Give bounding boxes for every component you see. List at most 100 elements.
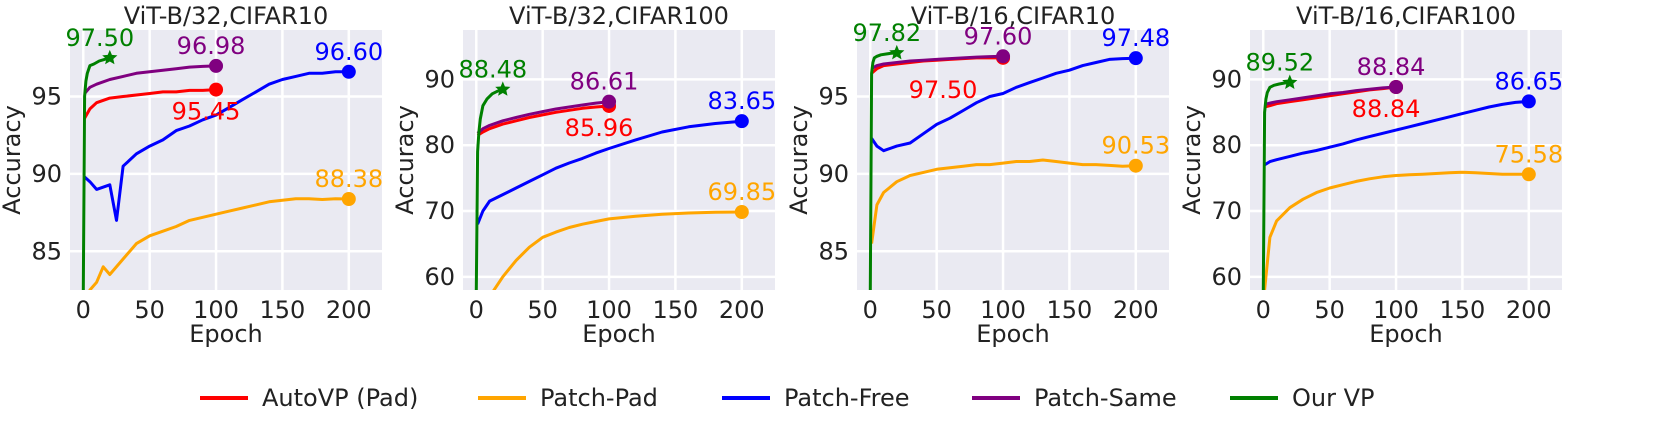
chart-4-y-tick-label: 90 <box>1211 65 1242 93</box>
chart-3-x-tick-label: 50 <box>921 296 952 324</box>
chart-2-y-tick-label: 90 <box>424 65 455 93</box>
chart-3-series-patch-free-line <box>870 56 1136 153</box>
chart-1-x-tick-label: 0 <box>76 296 91 324</box>
chart-4-series-patch-same-end-marker <box>1389 80 1404 95</box>
legend-label-autovp-pad: AutoVP (Pad) <box>262 384 418 412</box>
chart-4-series-our-vp-end-label: 89.52 <box>1245 49 1314 77</box>
legend-label-patch-same: Patch-Same <box>1034 384 1177 412</box>
chart-2-x-tick-label: 50 <box>527 296 558 324</box>
chart-1-series-patch-same-end-marker <box>209 58 224 73</box>
chart-3-y-axis-label: Accuracy <box>785 105 813 215</box>
chart-2-x-tick-label: 0 <box>469 296 484 324</box>
chart-4-x-tick-label: 150 <box>1440 296 1486 324</box>
chart-1-series-patch-pad-end-marker <box>341 192 356 206</box>
legend-item-patch-same: Patch-Same <box>972 384 1177 412</box>
chart-2-series-patch-same-end-marker <box>602 94 617 109</box>
chart-1-x-tick-label: 50 <box>134 296 165 324</box>
chart-1-series-autovp-pad-line <box>83 88 217 119</box>
chart-4-plot-area <box>1250 30 1562 290</box>
chart-4-series-autovp-pad-end-label: 88.84 <box>1352 95 1421 123</box>
chart-1-x-tick-label: 100 <box>193 296 239 324</box>
chart-2-x-tick-label: 100 <box>586 296 632 324</box>
chart-2-series-our-vp-end-label: 88.48 <box>458 55 527 83</box>
chart-4-y-tick-label: 70 <box>1211 197 1242 225</box>
chart-4-series-patch-pad-end-label: 75.58 <box>1494 140 1563 168</box>
chart-2-series-patch-pad-end-label: 69.85 <box>707 178 776 206</box>
legend-label-our-vp: Our VP <box>1292 384 1375 412</box>
chart-3-series-patch-pad-end-marker <box>1128 158 1143 173</box>
legend-label-patch-free: Patch-Free <box>784 384 910 412</box>
chart-1-series-autovp-pad-end-label: 95.45 <box>172 98 241 126</box>
chart-1-series-our-vp-line <box>81 56 111 290</box>
chart-3-x-tick-label: 200 <box>1113 296 1159 324</box>
chart-3: 0 50 100 150 200 85 90 95 ViT-B/16,CIFAR10 Epoch A… <box>785 2 1170 348</box>
chart-4-series-patch-free-line <box>1263 99 1529 167</box>
chart-1: 0 50 100 150 200 85 90 95 ViT-B/32,CIFAR10 Epoch A… <box>0 2 383 348</box>
chart-1-y-tick-label: 95 <box>31 83 62 111</box>
chart-1-series-patch-pad-line <box>88 197 349 290</box>
legend-item-patch-pad: Patch-Pad <box>478 384 658 412</box>
chart-1-y-axis-label: Accuracy <box>0 105 26 215</box>
chart-1-y-tick-label: 90 <box>31 160 62 188</box>
chart-4-series-patch-free-end-label: 86.65 <box>1494 67 1563 95</box>
chart-4-series-patch-same-line <box>1264 85 1397 106</box>
chart-1-x-tick-label: 150 <box>260 296 306 324</box>
chart-1-title: ViT-B/32,CIFAR10 <box>124 2 329 30</box>
chart-1-series-our-vp-end-marker <box>102 49 118 65</box>
chart-3-series-our-vp-end-label: 97.82 <box>852 19 921 47</box>
chart-1-series-autovp-pad-end-marker <box>209 82 224 97</box>
legend-item-our-vp: Our VP <box>1230 384 1375 412</box>
legend: AutoVP (Pad) Patch-Pad Patch-Free Patch-Sam… <box>200 384 1375 412</box>
chart-2-y-tick-label: 60 <box>424 263 455 291</box>
chart-2-series-autovp-pad-line <box>476 104 610 137</box>
chart-3-x-tick-label: 150 <box>1047 296 1093 324</box>
chart-4-series-patch-free-end-marker <box>1521 94 1536 109</box>
chart-1-series-patch-free-end-label: 96.60 <box>314 38 383 66</box>
chart-2-series-autovp-pad-end-label: 85.96 <box>565 114 634 142</box>
chart-3-series-our-vp-end-marker <box>889 44 905 60</box>
chart-1-series-our-vp-end-label: 97.50 <box>65 24 134 52</box>
chart-4-y-tick-label: 60 <box>1211 263 1242 291</box>
chart-3-series-patch-free-end-label: 97.48 <box>1101 24 1170 52</box>
chart-4-series-patch-pad-line <box>1263 170 1529 290</box>
chart-2-series-patch-same-line <box>476 100 610 135</box>
chart-2-y-axis-label: Accuracy <box>391 105 419 215</box>
chart-3-series-patch-pad-end-label: 90.53 <box>1101 132 1170 160</box>
chart-1-series-patch-free-line <box>83 70 349 222</box>
chart-3-series-patch-free-end-marker <box>1128 51 1143 66</box>
chart-2-series-patch-free-line <box>476 119 742 225</box>
chart-2-x-tick-label: 150 <box>653 296 699 324</box>
chart-3-x-tick-label: 0 <box>863 296 878 324</box>
chart-4-series-patch-pad-end-marker <box>1521 167 1536 182</box>
chart-2-series-our-vp-end-marker <box>495 81 511 96</box>
chart-1-y-tick-label: 85 <box>31 237 62 265</box>
chart-2-plot-area <box>463 30 775 290</box>
chart-3-series-autovp-pad-end-label: 97.50 <box>909 76 978 104</box>
chart-2-title: ViT-B/32,CIFAR100 <box>509 2 729 30</box>
chart-2-series-patch-free-end-label: 83.65 <box>707 87 776 115</box>
chart-4-x-tick-label: 100 <box>1373 296 1419 324</box>
chart-2-series-patch-free-end-marker <box>734 114 749 129</box>
legend-label-patch-pad: Patch-Pad <box>540 384 658 412</box>
chart-3-plot-area <box>857 30 1169 290</box>
chart-2-series-patch-pad-line <box>492 210 742 290</box>
chart-1-series-patch-same-end-label: 96.98 <box>177 32 246 60</box>
chart-1-series-patch-free-end-marker <box>341 64 356 79</box>
chart-3-y-tick-label: 85 <box>818 237 849 265</box>
chart-3-x-axis-label: Epoch <box>976 320 1050 348</box>
chart-2: 0 50 100 150 200 60 70 80 90 ViT-B/32,CIFAR100 Epo… <box>391 2 776 348</box>
chart-4-x-axis-label: Epoch <box>1369 320 1443 348</box>
chart-3-series-patch-same-end-label: 97.60 <box>964 22 1033 50</box>
chart-2-x-axis-label: Epoch <box>582 320 656 348</box>
chart-2-y-tick-label: 80 <box>424 131 455 159</box>
chart-2-series-patch-pad-end-marker <box>734 205 749 219</box>
chart-3-x-tick-label: 100 <box>980 296 1026 324</box>
chart-3-y-tick-label: 95 <box>818 83 849 111</box>
chart-4-title: ViT-B/16,CIFAR100 <box>1296 2 1516 30</box>
chart-4: 0 50 100 150 200 60 70 80 90 ViT-B/16,CIFAR100 Epo… <box>1178 2 1563 348</box>
chart-3-series-patch-same-line <box>870 54 1004 70</box>
chart-4-x-tick-label: 0 <box>1256 296 1271 324</box>
chart-3-y-tick-label: 90 <box>818 160 849 188</box>
chart-2-series-our-vp-line <box>474 87 504 290</box>
